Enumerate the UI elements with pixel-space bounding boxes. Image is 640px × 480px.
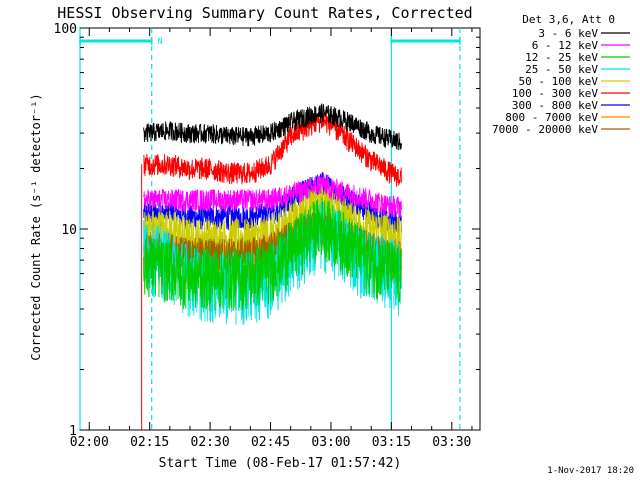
flags-layer: N [79,28,461,430]
legend-label: 12 - 25 keV [525,51,598,64]
series-line-3 [143,201,402,326]
legend-title: Det 3,6, Att 0 [522,13,615,26]
y-tick-label: 10 [61,223,77,238]
x-tick-label: 02:30 [191,435,230,450]
y-tick-label: 1 [69,424,77,439]
y-axis-label: Corrected Count Rate (s⁻¹ detector⁻¹) [29,93,43,360]
legend-label: 100 - 300 keV [512,87,598,100]
series-line-2 [143,197,402,311]
y-tick-label: 100 [54,22,77,37]
x-tick-label: 03:30 [432,435,471,450]
legend-label: 50 - 100 keV [519,75,599,88]
series-line-1 [143,172,402,218]
legend-label: 300 - 800 keV [512,99,598,112]
footer-stamp: 1-Nov-2017 18:20 [547,466,634,476]
axes-layer: 02:00 02:15 02:30 02:45 03:00 03:15 03:30 1 10 10… [54,22,480,450]
legend-label: 3 - 6 keV [538,27,598,40]
x-tick-label: 02:45 [251,435,290,450]
series-line-5 [143,112,402,187]
x-axis-label: Start Time (08-Feb-17 01:57:42) [159,456,402,471]
series-layer [141,103,402,430]
legend-label: 6 - 12 keV [532,39,599,52]
flag-label: N [158,37,163,46]
chart-title: HESSI Observing Summary Count Rates, Cor… [57,4,472,22]
x-tick-label: 03:15 [372,435,411,450]
series-line-0 [143,103,402,150]
x-tick-label: 02:00 [70,435,109,450]
legend-label: 800 - 7000 keV [505,111,598,124]
x-tick-label: 02:15 [130,435,169,450]
x-tick-label: 03:00 [311,435,350,450]
legend-label: 25 - 50 keV [525,63,598,76]
legend-label: 7000 - 20000 keV [492,123,598,136]
